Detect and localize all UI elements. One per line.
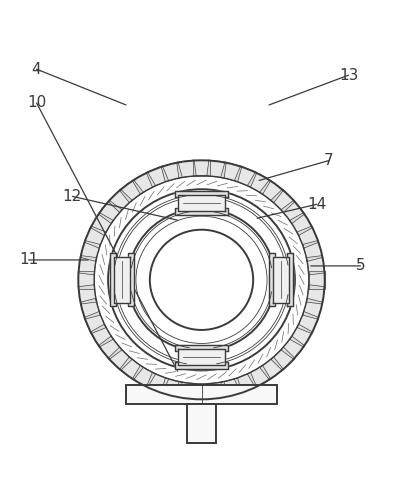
Text: 14: 14 [307,197,326,212]
Polygon shape [281,200,305,223]
FancyBboxPatch shape [187,404,216,443]
Polygon shape [175,208,228,215]
Polygon shape [207,160,226,178]
Polygon shape [307,285,325,304]
Polygon shape [175,362,228,369]
Polygon shape [78,256,96,275]
Polygon shape [273,257,289,303]
Polygon shape [303,240,323,261]
Polygon shape [114,257,130,303]
Polygon shape [235,372,257,394]
FancyBboxPatch shape [126,385,277,404]
Polygon shape [193,384,210,400]
Polygon shape [193,160,210,176]
Polygon shape [132,365,156,388]
Polygon shape [90,325,113,347]
Text: 12: 12 [63,189,82,204]
Polygon shape [132,172,156,194]
Polygon shape [128,254,134,306]
Polygon shape [78,285,96,304]
Polygon shape [161,378,182,398]
Polygon shape [146,372,168,394]
Polygon shape [247,172,271,194]
Polygon shape [269,254,275,306]
Polygon shape [309,271,325,289]
Polygon shape [177,382,196,400]
Polygon shape [177,160,196,178]
Polygon shape [179,195,224,211]
Polygon shape [221,378,242,398]
Polygon shape [80,298,100,319]
Text: 7: 7 [324,153,334,168]
Text: 13: 13 [339,68,358,83]
FancyBboxPatch shape [187,399,216,404]
Polygon shape [290,213,313,235]
Polygon shape [119,357,143,380]
Polygon shape [260,357,284,380]
Polygon shape [297,226,319,248]
Polygon shape [110,254,116,306]
Polygon shape [108,189,132,212]
Polygon shape [271,189,295,212]
Polygon shape [235,166,257,187]
Polygon shape [221,162,242,181]
Polygon shape [84,311,106,334]
Ellipse shape [150,230,253,330]
Polygon shape [78,271,94,289]
Polygon shape [281,336,305,359]
Polygon shape [260,179,284,203]
Polygon shape [119,179,143,203]
Polygon shape [307,256,325,275]
Polygon shape [179,349,224,365]
Polygon shape [247,365,271,388]
Text: 4: 4 [32,61,42,77]
Polygon shape [303,298,323,319]
Polygon shape [98,336,122,359]
Polygon shape [161,162,182,181]
Polygon shape [90,213,113,235]
Polygon shape [290,325,313,347]
Text: 11: 11 [19,253,38,268]
Polygon shape [80,240,100,261]
Polygon shape [271,347,295,370]
Polygon shape [297,311,319,334]
Text: 5: 5 [356,259,365,273]
Polygon shape [108,347,132,370]
Text: 10: 10 [27,95,46,110]
Polygon shape [207,382,226,400]
Polygon shape [175,345,228,351]
Polygon shape [146,166,168,187]
Polygon shape [287,254,293,306]
Polygon shape [98,200,122,223]
Polygon shape [175,191,228,197]
Polygon shape [84,226,106,248]
